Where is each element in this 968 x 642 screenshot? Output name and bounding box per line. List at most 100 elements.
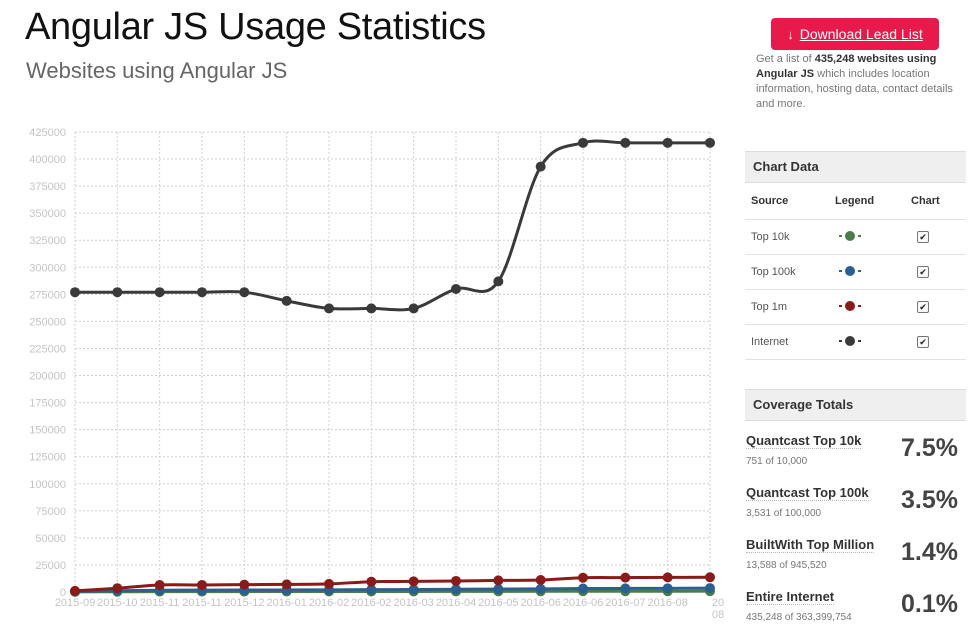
data-point-internet [112,287,123,298]
data-point-top-1m [620,572,631,583]
data-point-top-1m [281,579,292,590]
chart-data-row: Internet ✔ [745,324,966,360]
data-point-top-1m [112,583,123,594]
coverage-name[interactable]: Quantcast Top 100k [746,485,869,501]
x-tick-label: 2016-05 [478,597,518,609]
y-tick-label: 175000 [29,398,66,410]
page-title: Angular JS Usage Statistics [25,6,486,48]
chart-toggle-checkbox[interactable]: ✔ [917,266,929,278]
x-tick-label: 2016-02 [351,597,391,609]
chart-data-header: Chart Data [745,151,966,183]
y-tick-label: 50000 [35,533,66,545]
source-label: Top 100k [745,254,829,290]
coverage-name[interactable]: BuiltWith Top Million [746,537,875,553]
y-tick-label: 400000 [29,154,66,166]
chart-data-row: Top 100k ✔ [745,254,966,290]
y-tick-label: 150000 [29,425,66,437]
x-tick-label: 2015-11 [140,597,180,609]
y-tick-label: 25000 [35,560,66,572]
x-tick-label: 2016-01 [266,597,306,609]
coverage-percent: 1.4% [901,538,958,566]
x-tick-label: 2016-07 [605,597,645,609]
download-lead-list-button[interactable]: ↓ Download Lead List [771,18,939,50]
chart-data-row: Top 10k ✔ [745,219,966,255]
data-point-internet [154,287,165,298]
x-tick-label: 2016-06 [520,597,560,609]
data-point-internet [535,161,546,172]
series-line-top-100k [74,586,711,593]
data-point-top-1m [70,585,80,596]
chart-toggle-checkbox[interactable]: ✔ [917,231,929,243]
data-point-top-1m [408,576,419,587]
col-source: Source [745,183,829,220]
download-arrow-icon: ↓ [787,26,794,42]
legend-marker [829,324,905,360]
download-button-label: Download Lead List [799,26,923,42]
coverage-item: Quantcast Top 100k 3,531 of 100,000 3.5% [745,481,966,533]
coverage-count: 13,588 of 945,520 [746,560,827,571]
x-tick-label: 20 [712,597,724,609]
data-point-top-100k [662,583,673,594]
y-tick-label: 0 [60,587,66,599]
data-point-top-1m [154,579,165,590]
source-label: Internet [745,324,829,360]
legend-dot-icon [839,230,861,241]
x-tick-label: 2016-03 [393,597,433,609]
legend-dot-icon [839,300,861,311]
coverage-count: 435,248 of 363,399,754 [746,612,852,623]
x-tick-label: 2015-12 [224,597,264,609]
x-tick-label: 2016-02 [309,597,349,609]
data-point-internet [70,287,80,298]
data-point-internet [281,295,292,306]
y-tick-label: 375000 [29,181,66,193]
y-tick-label: 200000 [29,371,66,383]
data-point-top-100k [408,584,419,595]
data-point-top-1m [493,575,504,586]
coverage-percent: 7.5% [901,434,958,462]
coverage-item: BuiltWith Top Million 13,588 of 945,520 1.… [745,533,966,585]
data-point-internet [620,137,631,148]
data-point-internet [662,137,673,148]
y-tick-label: 350000 [29,208,66,220]
y-tick-label: 75000 [35,506,66,518]
data-point-top-1m [451,575,461,586]
y-tick-label: 100000 [29,479,66,491]
y-tick-label: 225000 [29,343,66,355]
series-line-top-1m [74,575,711,593]
coverage-percent: 3.5% [901,486,958,514]
legend-marker [829,219,905,255]
coverage-totals-panel: Coverage Totals Quantcast Top 10k 751 of … [745,389,966,637]
coverage-header: Coverage Totals [745,389,966,421]
chart-toggle-checkbox[interactable]: ✔ [917,301,929,313]
legend-dot-icon [839,265,861,276]
col-chart: Chart [905,183,966,220]
data-point-top-100k [451,584,461,595]
coverage-percent: 0.1% [901,590,958,618]
legend-marker [829,289,905,325]
coverage-name[interactable]: Quantcast Top 10k [746,433,862,449]
x-tick-label: 2015-09 [55,597,95,609]
chart-toggle-cell: ✔ [905,289,966,325]
data-point-top-1m [366,576,377,587]
data-point-top-100k [535,583,546,594]
legend-dot-icon [839,335,861,346]
source-label: Top 10k [745,219,829,255]
coverage-item: Entire Internet 435,248 of 363,399,754 0.1… [745,585,966,637]
chart-data-panel: Chart Data Source Legend Chart Top 10k ✔ T… [745,151,966,360]
coverage-list: Quantcast Top 10k 751 of 10,000 7.5% Quantc… [745,421,966,637]
data-point-top-1m [705,572,715,583]
series-line-internet [74,139,710,312]
chart-toggle-cell: ✔ [905,219,966,255]
chart-toggle-checkbox[interactable]: ✔ [917,336,929,348]
coverage-count: 3,531 of 100,000 [746,508,822,519]
data-point-top-100k [366,584,377,595]
x-tick-label: 2015-11 [182,597,222,609]
lead-desc-pre: Get a list of [756,53,815,65]
coverage-count: 751 of 10,000 [746,456,808,467]
source-label: Top 1m [745,289,829,325]
y-tick-label: 425000 [29,127,66,139]
coverage-name[interactable]: Entire Internet [746,589,835,605]
data-point-internet [408,303,419,314]
page-subtitle: Websites using Angular JS [26,58,288,83]
data-point-internet [324,303,334,314]
